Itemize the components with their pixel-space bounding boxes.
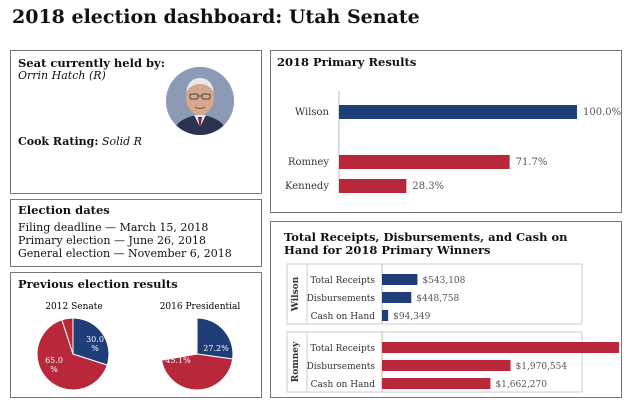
receipts-category-label: Disbursements xyxy=(307,294,376,304)
receipts-bar xyxy=(382,292,412,303)
receipts-category-label: Disbursements xyxy=(307,362,376,372)
receipts-value-label: $448,758 xyxy=(416,294,459,304)
primary-bar xyxy=(339,105,577,119)
receipts-group-box xyxy=(286,331,583,393)
senator-photo-icon xyxy=(166,67,234,135)
primary-value-label: 28.3% xyxy=(412,181,444,192)
receipts-chart: Wilson Total Receipts $543,108 Disbursement… xyxy=(286,263,620,393)
receipts-category-label: Cash on Hand xyxy=(311,312,376,322)
primary-value-label: 71.7% xyxy=(516,157,548,168)
primary-bar xyxy=(339,155,510,169)
cook-rating-value: Solid R xyxy=(101,135,142,148)
receipts-heading-line1: Total Receipts, Disbursements, and Cash … xyxy=(284,230,568,244)
cook-rating-label: Cook Rating: xyxy=(18,135,99,148)
receipts-group-label: Romney xyxy=(291,341,301,382)
cook-rating: Cook Rating: Solid R xyxy=(18,135,142,148)
pie-slice-label: 27.2% xyxy=(203,344,229,353)
dates-heading: Election dates xyxy=(18,203,110,217)
primary-bar xyxy=(339,179,407,193)
seat-panel: Seat currently held by: Orrin Hatch (R) … xyxy=(10,50,262,194)
receipts-group-label: Wilson xyxy=(291,276,301,312)
pie-2012-senate: 30.0 % 65.0% xyxy=(36,317,110,391)
previous-heading: Previous election results xyxy=(18,277,178,291)
primary-category-label: Romney xyxy=(288,157,329,168)
previous-results-panel: Previous election results 2012 Senate 20… xyxy=(10,272,262,398)
seat-heading: Seat currently held by: xyxy=(18,56,165,70)
primary-results-chart: Wilson 100.0% Romney 71.7% Kennedy 28.3% xyxy=(285,91,621,193)
general-election-date: General election — November 6, 2018 xyxy=(18,247,232,260)
receipts-bar xyxy=(382,360,511,371)
pie-outline xyxy=(36,317,110,391)
pie-slice-label: 30.0% xyxy=(86,335,104,353)
pie-slice-label: 45.1% xyxy=(165,356,191,365)
pie-slice xyxy=(160,317,198,361)
pie-2016-presidential: 27.2% 45.1% xyxy=(160,317,234,391)
primary-results-panel: 2018 Primary Results Wilson 100.0% Romney 7… xyxy=(270,50,622,213)
receipts-bar xyxy=(382,310,389,321)
receipts-group-box xyxy=(286,263,583,325)
election-dates-panel: Election dates Filing deadline — March 1… xyxy=(10,199,262,267)
senator-avatar xyxy=(166,67,234,135)
receipts-heading-line2: Hand for 2018 Primary Winners xyxy=(284,243,491,257)
receipts-value-label: $94,349 xyxy=(393,312,430,322)
receipts-category-label: Total Receipts xyxy=(310,344,375,354)
receipts-value-label: $543,108 xyxy=(422,276,465,286)
pie-outline xyxy=(160,317,234,391)
pie-2016-title: 2016 Presidential xyxy=(160,302,241,312)
receipts-bar xyxy=(382,274,418,285)
page-title: 2018 election dashboard: Utah Senate xyxy=(12,6,420,28)
primary-value-label: 100.0% xyxy=(583,107,621,118)
receipts-category-label: Cash on Hand xyxy=(311,380,376,390)
pie-slice-label: 65.0% xyxy=(45,356,63,374)
primary-category-label: Kennedy xyxy=(285,181,329,192)
receipts-value-label: $1,662,270 xyxy=(495,380,547,390)
seat-holder: Orrin Hatch (R) xyxy=(18,69,106,82)
receipts-category-label: Total Receipts xyxy=(310,276,375,286)
primary-category-label: Wilson xyxy=(295,107,330,118)
pie-2012-title: 2012 Senate xyxy=(45,302,102,312)
primary-election-date: Primary election — June 26, 2018 xyxy=(18,234,207,247)
primary-heading: 2018 Primary Results xyxy=(277,55,417,69)
filing-deadline: Filing deadline — March 15, 2018 xyxy=(18,221,209,234)
receipts-bar xyxy=(382,378,491,389)
receipts-bar xyxy=(382,342,620,353)
receipts-panel: Total Receipts, Disbursements, and Cash … xyxy=(270,221,622,398)
previous-results-pies: 2012 Senate 2016 Presidential 30.0 % 65.0%… xyxy=(36,302,241,391)
receipts-value-label: $1,970,554 xyxy=(516,362,568,372)
